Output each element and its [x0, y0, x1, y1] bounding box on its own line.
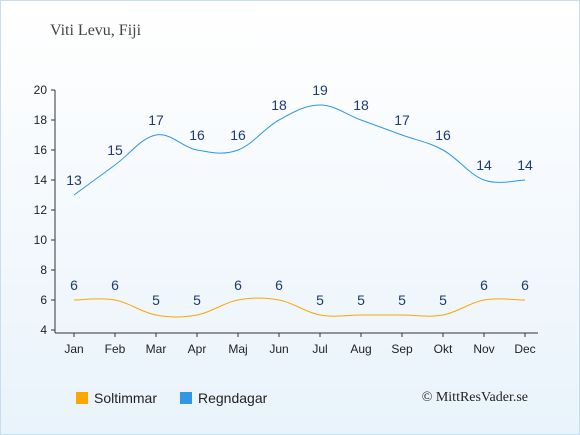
- data-label-rain: 17: [148, 112, 164, 128]
- data-label-sun: 5: [357, 292, 365, 308]
- x-tick-label: Apr: [188, 342, 207, 356]
- y-tick-label: 16: [34, 143, 48, 157]
- data-label-rain: 16: [435, 127, 451, 143]
- data-label-rain: 16: [189, 127, 205, 143]
- credit-text: © MittResVader.se: [421, 390, 528, 405]
- x-tick-label: Feb: [105, 342, 126, 356]
- legend-label-rain: Regndagar: [198, 390, 268, 406]
- data-label-rain: 18: [353, 97, 369, 113]
- x-tick-label: Sep: [391, 342, 413, 356]
- data-label-rain: 17: [394, 112, 410, 128]
- x-tick-label: Nov: [473, 342, 494, 356]
- data-label-rain: 13: [66, 172, 82, 188]
- data-label-sun: 6: [234, 277, 242, 293]
- chart-title: Viti Levu, Fiji: [50, 22, 142, 39]
- y-tick-label: 10: [34, 233, 48, 247]
- legend-label-sun: Soltimmar: [94, 390, 158, 406]
- data-label-sun: 5: [152, 292, 160, 308]
- data-label-sun: 6: [275, 277, 283, 293]
- x-tick-label: Maj: [228, 342, 247, 356]
- x-tick-label: Jul: [312, 342, 327, 356]
- series-line-sun: [73, 297, 526, 318]
- y-tick-label: 18: [34, 113, 48, 127]
- data-label-rain: 15: [107, 142, 123, 158]
- data-label-sun: 5: [193, 292, 201, 308]
- legend-item-rain: Regndagar: [180, 390, 267, 406]
- data-label-rain: 14: [517, 157, 533, 173]
- legend-item-sun: Soltimmar: [76, 390, 157, 406]
- series-line-rain: [73, 104, 526, 196]
- y-tick-label: 12: [34, 203, 48, 217]
- data-label-sun: 5: [439, 292, 447, 308]
- y-tick-label: 14: [34, 173, 48, 187]
- data-label-sun: 6: [521, 277, 529, 293]
- data-label-sun: 5: [398, 292, 406, 308]
- x-tick-label: Okt: [434, 342, 453, 356]
- y-tick-label: 6: [40, 293, 47, 307]
- legend-swatch-sun: [76, 392, 88, 404]
- legend-swatch-rain: [180, 392, 192, 404]
- x-tick-label: Jun: [269, 342, 288, 356]
- x-tick-label: Jan: [64, 342, 83, 356]
- x-tick-label: Dec: [514, 342, 535, 356]
- data-label-sun: 6: [70, 277, 78, 293]
- data-label-sun: 6: [480, 277, 488, 293]
- data-label-rain: 16: [230, 127, 246, 143]
- data-label-rain: 14: [476, 157, 492, 173]
- data-label-rain: 19: [312, 82, 328, 98]
- x-tick-label: Mar: [146, 342, 167, 356]
- y-tick-label: 4: [40, 323, 47, 337]
- data-label-rain: 18: [271, 97, 287, 113]
- data-label-sun: 6: [111, 277, 119, 293]
- y-tick-label: 8: [40, 263, 47, 277]
- x-tick-label: Aug: [350, 342, 371, 356]
- y-tick-label: 20: [34, 83, 48, 97]
- data-label-sun: 5: [316, 292, 324, 308]
